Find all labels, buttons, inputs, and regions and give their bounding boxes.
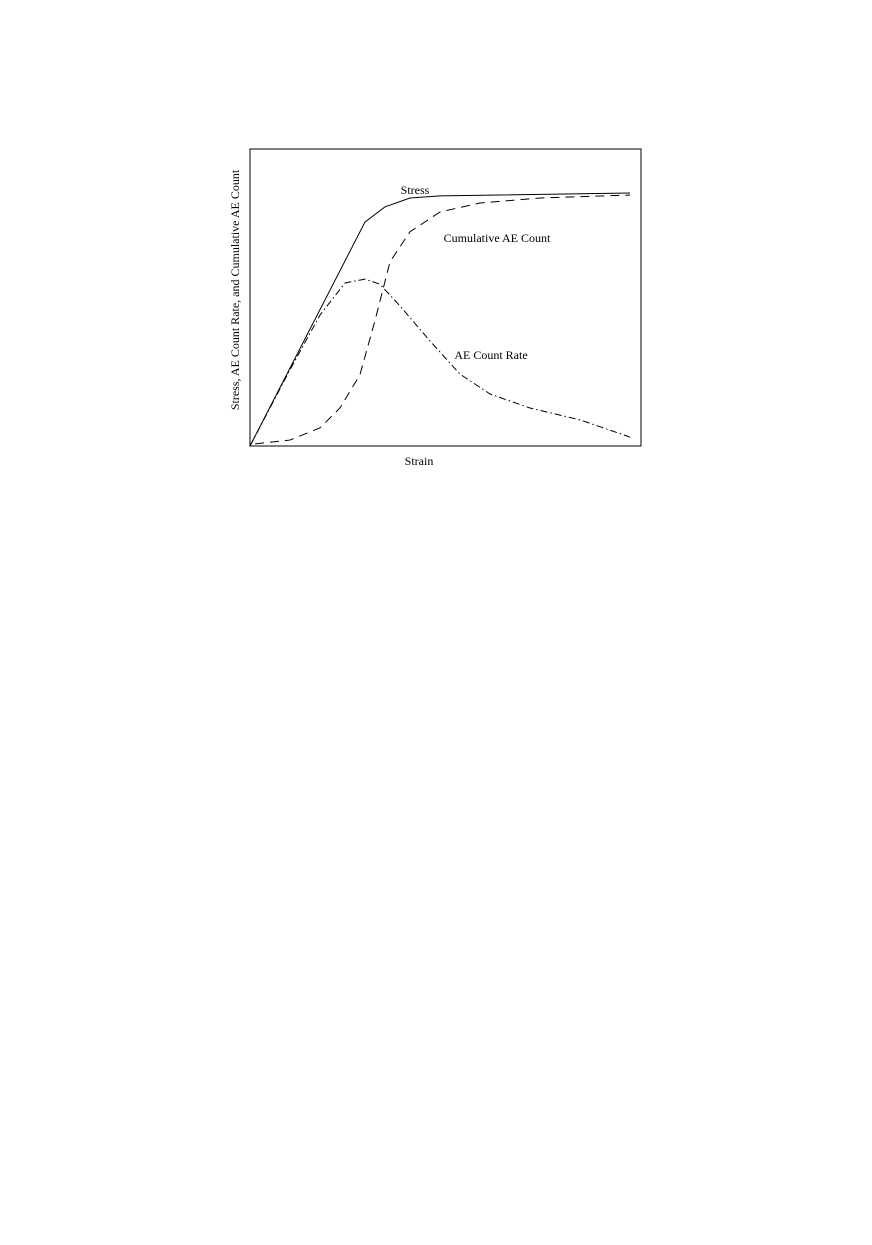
series-line	[255, 194, 631, 445]
series-label: AE Count Rate	[454, 348, 527, 362]
series-line	[249, 192, 631, 447]
series-label: Stress	[401, 183, 430, 197]
series-line	[249, 278, 631, 447]
series-label: Cumulative AE Count	[444, 231, 551, 245]
plot-frame	[249, 148, 642, 447]
y-axis-label: Stress, AE Count Rate, and Cumulative AE…	[228, 169, 242, 410]
x-axis-label: Strain	[405, 454, 434, 468]
